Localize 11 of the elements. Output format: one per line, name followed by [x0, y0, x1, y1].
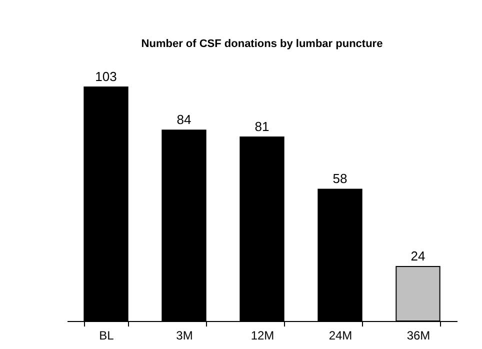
- data-label: 81: [254, 118, 270, 134]
- data-label: 24: [410, 248, 426, 264]
- data-label: 84: [176, 112, 192, 128]
- chart-title: Number of CSF donations by lumbar puncture: [141, 38, 383, 50]
- x-tick-label: BL: [99, 328, 114, 342]
- x-tick-label: 24M: [328, 328, 352, 342]
- x-tick-label: 36M: [406, 328, 430, 342]
- x-tick-label: 12M: [250, 328, 274, 342]
- x-tick-label: 3M: [176, 328, 193, 342]
- data-label: 103: [95, 69, 117, 84]
- data-label: 58: [332, 171, 348, 186]
